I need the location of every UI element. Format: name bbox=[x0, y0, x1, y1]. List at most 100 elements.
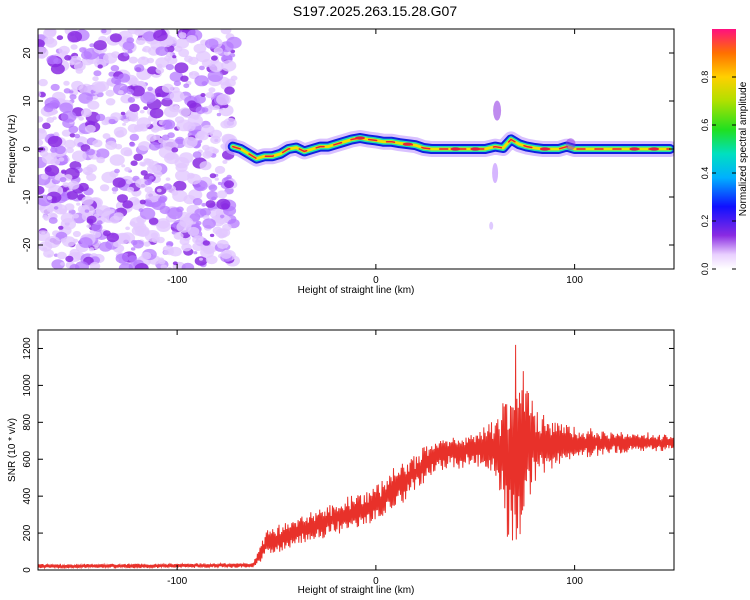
noise-speckle bbox=[226, 36, 242, 49]
noise-speckle bbox=[158, 196, 167, 204]
noise-speckle bbox=[147, 86, 153, 92]
noise-speckle bbox=[179, 107, 191, 117]
noise-speckle bbox=[199, 208, 211, 217]
noise-speckle bbox=[173, 180, 187, 192]
noise-speckle bbox=[128, 56, 138, 64]
ridge-peak bbox=[450, 147, 461, 151]
noise-speckle bbox=[99, 184, 110, 192]
noise-speckle bbox=[129, 103, 140, 113]
noise-speckle bbox=[115, 232, 131, 245]
noise-speckle bbox=[91, 81, 106, 92]
ridge-peak bbox=[470, 147, 481, 151]
noise-speckle bbox=[78, 92, 93, 104]
noise-speckle bbox=[220, 29, 232, 35]
noise-speckle bbox=[109, 215, 120, 224]
noise-speckle bbox=[148, 217, 159, 225]
noise-speckle bbox=[180, 75, 189, 82]
noise-speckle bbox=[94, 58, 107, 69]
spectrogram-x-ticks: -100 0 100 bbox=[167, 29, 583, 286]
noise-speckle bbox=[172, 55, 177, 59]
noise-speckle bbox=[133, 153, 143, 161]
y-tick-label: 1000 bbox=[22, 374, 33, 397]
noise-speckle bbox=[111, 186, 119, 192]
noise-speckle bbox=[164, 152, 180, 165]
noise-speckle bbox=[208, 87, 216, 93]
noise-speckle bbox=[221, 60, 237, 72]
noise-speckle bbox=[115, 253, 129, 264]
noise-speckle bbox=[194, 256, 208, 266]
ridge-peak bbox=[402, 142, 413, 146]
noise-speckle bbox=[50, 63, 65, 75]
disturbance-blob bbox=[492, 163, 499, 183]
noise-speckle bbox=[63, 88, 71, 94]
noise-speckle bbox=[81, 196, 94, 206]
noise-speckle bbox=[197, 131, 209, 141]
noise-speckle bbox=[118, 262, 133, 269]
noise-speckle bbox=[151, 236, 160, 243]
noise-speckle bbox=[85, 124, 96, 133]
noise-speckle bbox=[126, 179, 132, 185]
noise-speckle bbox=[209, 173, 217, 179]
noise-speckle bbox=[91, 223, 103, 232]
noise-speckle bbox=[192, 242, 204, 252]
noise-speckle bbox=[160, 264, 168, 269]
noise-speckle bbox=[74, 133, 81, 139]
noise-speckle bbox=[105, 98, 116, 106]
spectrogram-y-ticks: -20 -10 0 10 20 bbox=[22, 47, 674, 252]
noise-speckle bbox=[38, 139, 44, 147]
noise-speckle bbox=[143, 106, 149, 110]
noise-speckle bbox=[172, 261, 178, 266]
snr-x-label: Height of straight line (km) bbox=[298, 585, 415, 596]
noise-speckle bbox=[207, 70, 224, 82]
noise-speckle bbox=[201, 59, 213, 68]
noise-speckle bbox=[163, 183, 172, 190]
noise-speckle bbox=[223, 117, 237, 129]
noise-speckle bbox=[149, 175, 154, 180]
noise-speckle bbox=[130, 247, 136, 251]
noise-speckle bbox=[135, 178, 149, 189]
noise-speckle bbox=[224, 180, 234, 189]
noise-speckle bbox=[195, 220, 202, 226]
noise-speckle bbox=[141, 48, 147, 52]
noise-speckle bbox=[92, 231, 102, 238]
colorbar-ticks: 0.0 0.2 0.4 0.6 0.8 bbox=[700, 71, 736, 275]
x-tick-label: 0 bbox=[373, 576, 379, 587]
noise-speckle bbox=[192, 235, 204, 245]
noise-speckle bbox=[38, 46, 49, 59]
noise-speckle bbox=[175, 169, 191, 182]
noise-speckle bbox=[156, 188, 162, 193]
noise-speckle bbox=[109, 154, 125, 166]
noise-speckle bbox=[94, 246, 99, 250]
noise-speckle bbox=[145, 191, 161, 203]
noise-speckle bbox=[58, 157, 65, 162]
noise-speckle bbox=[205, 255, 218, 265]
noise-speckle bbox=[155, 92, 162, 98]
noise-speckle bbox=[76, 202, 81, 206]
noise-speckle bbox=[78, 116, 84, 121]
colorbar-tick-label: 0.6 bbox=[700, 119, 710, 132]
noise-speckle bbox=[38, 92, 42, 97]
noise-speckle bbox=[149, 108, 164, 119]
noise-speckle bbox=[53, 58, 62, 65]
noise-speckle bbox=[53, 131, 59, 137]
noise-speckle bbox=[153, 29, 168, 42]
noise-speckle bbox=[61, 169, 67, 174]
noise-speckle bbox=[72, 230, 81, 238]
noise-speckle bbox=[179, 152, 194, 164]
x-tick-label: -100 bbox=[167, 576, 187, 587]
noise-speckle bbox=[156, 63, 163, 69]
noise-speckle bbox=[86, 224, 92, 228]
noise-speckle bbox=[56, 35, 64, 41]
y-tick-label: 20 bbox=[22, 47, 33, 59]
noise-speckle bbox=[127, 97, 136, 103]
noise-speckle bbox=[93, 70, 102, 77]
noise-speckle bbox=[184, 55, 193, 63]
noise-speckle bbox=[88, 247, 95, 252]
noise-speckle bbox=[138, 141, 151, 152]
noise-speckle bbox=[199, 257, 203, 261]
noise-speckle bbox=[162, 119, 176, 130]
noise-speckle bbox=[202, 240, 210, 246]
noise-speckle bbox=[64, 55, 72, 61]
noise-speckle bbox=[46, 195, 53, 200]
noise-speckle bbox=[167, 36, 177, 45]
